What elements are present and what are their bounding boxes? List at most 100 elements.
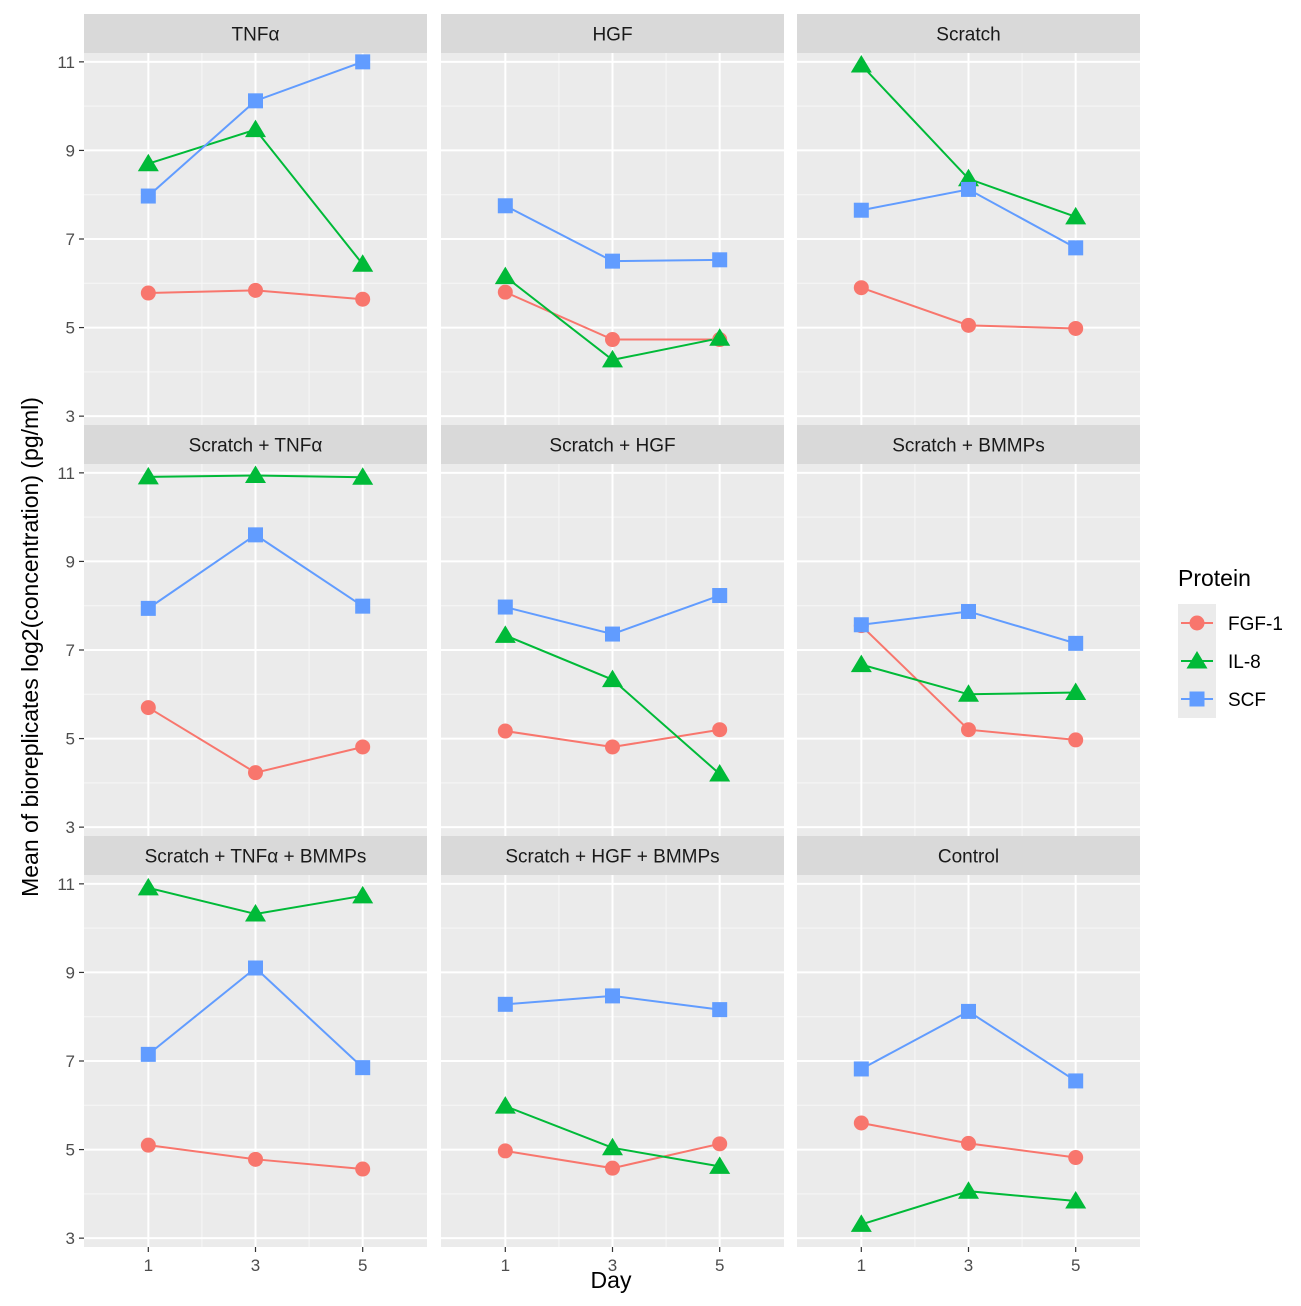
data-point-il-8 <box>352 885 374 904</box>
data-point-fgf-1 <box>497 284 513 300</box>
x-tick-label: 1 <box>501 1256 510 1275</box>
y-tick-label: 7 <box>66 641 75 660</box>
data-point-il-8 <box>850 1214 872 1232</box>
y-tick-label: 11 <box>57 875 75 894</box>
x-tick-label: 5 <box>715 1256 724 1275</box>
legend-marker-scf <box>1189 691 1205 707</box>
data-point-il-8 <box>1065 1190 1087 1209</box>
data-point-il-8 <box>245 465 266 484</box>
data-point-fgf-1 <box>853 1115 869 1131</box>
data-point-il-8 <box>1065 682 1087 701</box>
facet-panel-1: HGF <box>441 14 784 425</box>
data-point-il-8 <box>709 764 731 782</box>
x-tick-label: 5 <box>1071 1256 1080 1275</box>
y-tick-label: 3 <box>66 818 75 837</box>
legend: Protein FGF-1 IL-8 SCF <box>1178 565 1283 718</box>
data-point-fgf-1 <box>605 739 620 755</box>
data-point-il-8 <box>494 266 516 285</box>
x-tick-label: 3 <box>964 1256 973 1275</box>
y-tick-label: 7 <box>66 230 75 249</box>
x-tick-label: 3 <box>608 1256 617 1275</box>
y-tick-label: 3 <box>66 407 75 426</box>
facet-strip <box>797 425 1140 464</box>
data-point-scf <box>1068 635 1084 651</box>
data-point-scf <box>140 600 156 616</box>
data-point-il-8 <box>137 466 159 485</box>
facet-strip <box>797 14 1140 53</box>
facet-panel-7: Scratch + HGF + BMMPs 1 3 5 <box>441 836 784 1275</box>
data-point-il-8 <box>245 903 266 922</box>
data-point-scf <box>248 960 263 976</box>
data-point-fgf-1 <box>1068 732 1084 748</box>
x-tick-label: 5 <box>358 1256 367 1275</box>
data-point-scf <box>355 54 371 70</box>
data-point-scf <box>605 253 620 269</box>
facet-title: Scratch + TNFα <box>189 436 323 457</box>
y-tick-label: 7 <box>66 1052 75 1071</box>
data-point-scf <box>355 1060 371 1076</box>
data-point-scf <box>248 527 263 543</box>
data-point-scf <box>140 188 156 204</box>
data-point-scf <box>961 603 976 619</box>
facet-strip <box>84 425 427 464</box>
data-point-fgf-1 <box>605 1160 620 1176</box>
x-tick-label: 3 <box>251 1256 260 1275</box>
x-axis-title: Day <box>591 1267 632 1293</box>
data-point-il-8 <box>602 1137 623 1156</box>
y-tick-label: 3 <box>66 1229 75 1248</box>
facet-title: Scratch + BMMPs <box>892 436 1045 457</box>
legend-marker-fgf-1 <box>1189 615 1205 631</box>
y-axis-title: Mean of bioreplicates log2(concentration… <box>17 397 43 897</box>
data-point-il-8 <box>602 349 623 368</box>
data-point-scf <box>497 599 513 615</box>
legend-label: IL-8 <box>1228 652 1261 673</box>
y-tick-label: 9 <box>66 552 75 571</box>
data-point-scf <box>497 198 513 214</box>
legend-title: Protein <box>1178 565 1251 591</box>
data-point-scf <box>961 1003 976 1019</box>
facet-panel-0: TNFα 3 5 7 9 11 <box>57 14 427 426</box>
facet-panel-2: Scratch <box>797 14 1140 425</box>
facet-strip <box>84 14 427 53</box>
facet-title: HGF <box>592 25 632 46</box>
facet-strip <box>441 14 784 53</box>
y-tick-label: 11 <box>57 464 75 483</box>
data-point-scf <box>712 588 728 604</box>
facet-panel-3: Scratch + TNFα 3 5 7 9 11 <box>57 425 427 837</box>
data-point-fgf-1 <box>355 739 371 755</box>
facet-strip <box>441 836 784 875</box>
legend-marker-il-8 <box>1186 651 1208 669</box>
data-point-scf <box>961 181 976 197</box>
data-point-fgf-1 <box>712 1136 728 1152</box>
data-point-fgf-1 <box>140 1137 156 1153</box>
facet-title: Scratch + TNFα + BMMPs <box>145 847 367 868</box>
data-point-il-8 <box>709 1156 731 1174</box>
facet-panel-4: Scratch + HGF <box>441 425 784 836</box>
facet-strip <box>441 425 784 464</box>
data-point-scf <box>1068 1073 1084 1089</box>
facet-panel-8: Control 1 3 5 <box>797 836 1140 1275</box>
facet-panel-5: Scratch + BMMPs <box>797 425 1140 836</box>
data-point-fgf-1 <box>961 722 976 738</box>
data-point-il-8 <box>494 1096 516 1114</box>
data-point-scf <box>140 1046 156 1062</box>
facet-title: Control <box>938 847 999 868</box>
facet-strip <box>84 836 427 875</box>
data-point-fgf-1 <box>853 280 869 296</box>
data-point-fgf-1 <box>355 291 371 307</box>
data-point-fgf-1 <box>140 700 156 716</box>
data-point-fgf-1 <box>1068 1150 1084 1166</box>
facet-title: Scratch + HGF <box>549 436 675 457</box>
data-point-fgf-1 <box>497 1143 513 1159</box>
facet-title: TNFα <box>232 25 280 46</box>
data-point-il-8 <box>850 654 872 673</box>
data-point-fgf-1 <box>712 722 728 738</box>
data-point-il-8 <box>352 467 374 485</box>
y-tick-label: 5 <box>66 730 75 749</box>
data-point-il-8 <box>602 669 623 688</box>
data-point-fgf-1 <box>605 332 620 348</box>
data-point-fgf-1 <box>355 1161 371 1177</box>
data-point-il-8 <box>958 684 979 702</box>
